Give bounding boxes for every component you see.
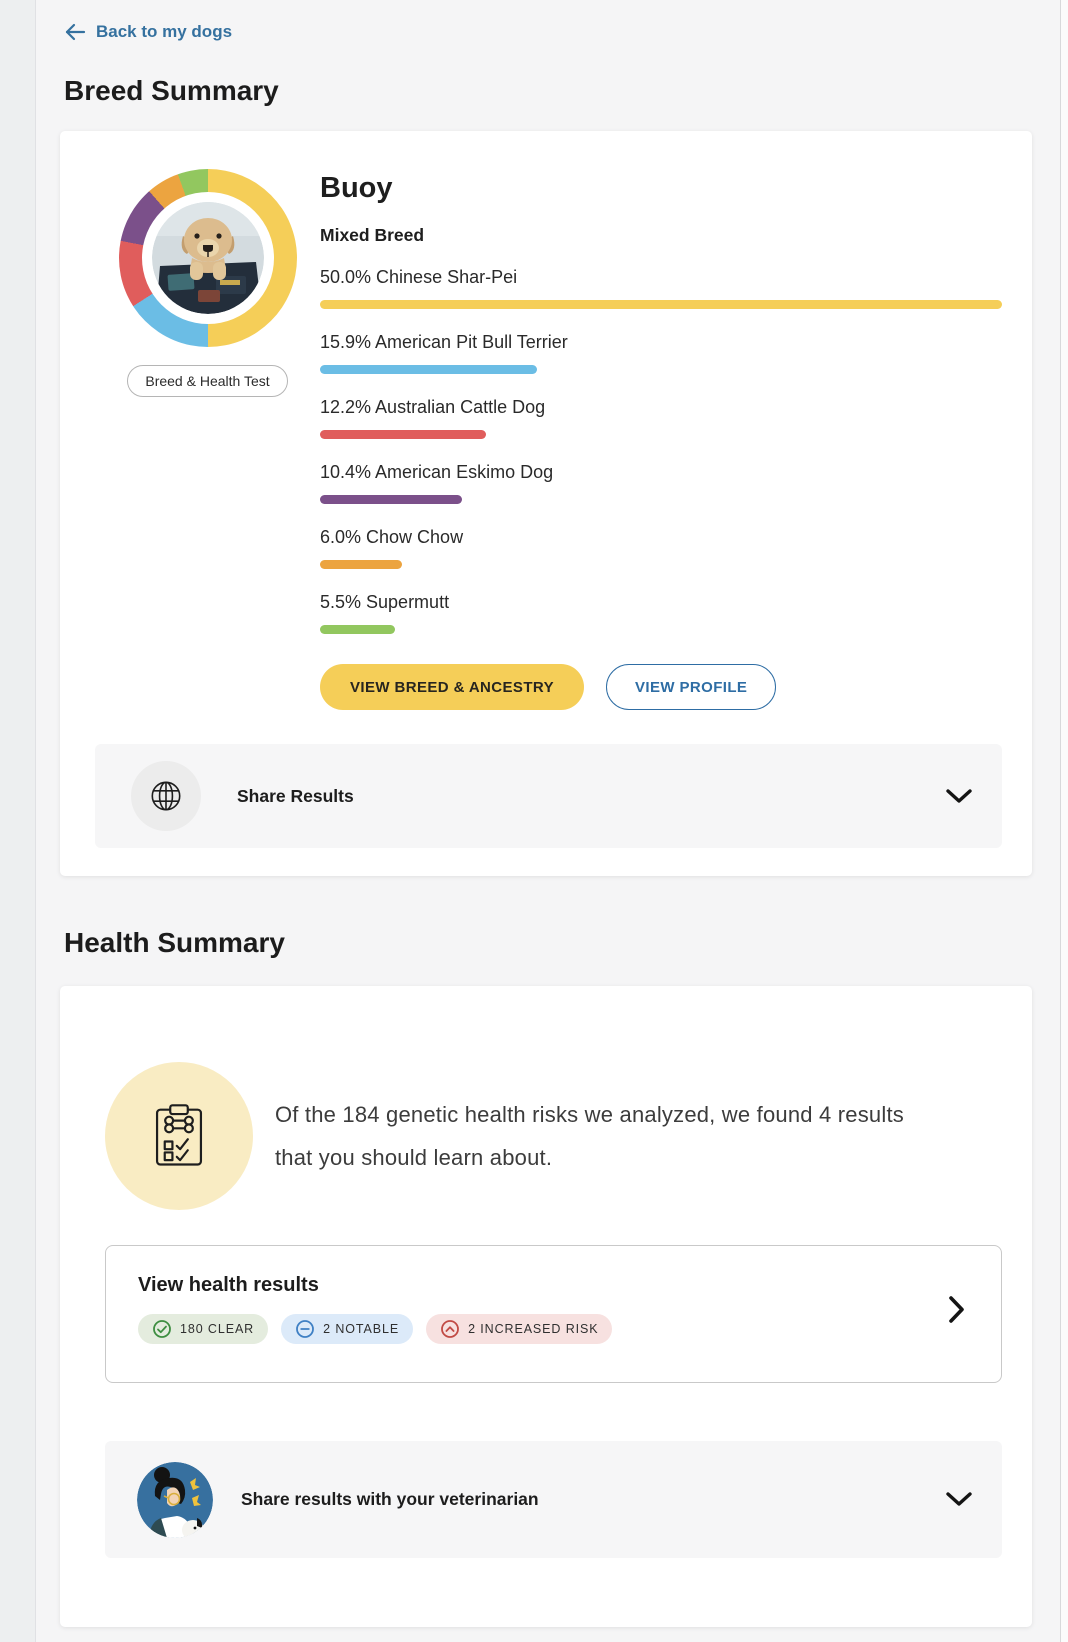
back-arrow-icon (65, 23, 86, 41)
breed-percentage-label: 6.0% Chow Chow (320, 527, 464, 547)
view-profile-button[interactable]: VIEW PROFILE (605, 664, 777, 710)
breed-percentage-label: 5.5% Supermutt (320, 592, 450, 612)
dog-photo (151, 202, 264, 314)
share-with-vet-row[interactable]: Share results with your veterinarian (105, 1441, 1002, 1558)
breed-bar (320, 495, 462, 504)
breed-type-label: Mixed Breed (320, 225, 425, 245)
check-circle-icon (153, 1320, 171, 1338)
chevron-down-icon (946, 1492, 972, 1506)
minus-circle-icon (296, 1320, 315, 1338)
breed-results-column: Buoy Mixed Breed 50.0% Chinese Shar-Pei 1… (320, 169, 1002, 710)
veterinarian-avatar (137, 1461, 213, 1538)
left-rail (0, 0, 36, 1642)
health-badge: 2 INCREASED RISK (426, 1314, 613, 1344)
health-intro: Of the 184 genetic health risks we analy… (105, 1062, 1002, 1210)
health-summary-card: Of the 184 genetic health risks we analy… (60, 986, 1032, 1627)
view-breed-ancestry-button[interactable]: VIEW BREED & ANCESTRY (320, 664, 584, 710)
breed-bar (320, 300, 1002, 309)
health-badge: 2 NOTABLE (281, 1314, 414, 1344)
test-type-badge: Breed & Health Test (127, 365, 288, 397)
health-summary-description: Of the 184 genetic health risks we analy… (275, 1102, 904, 1170)
breed-item: 6.0% Chow Chow (320, 526, 1002, 569)
share-results-label: Share Results (237, 785, 354, 806)
globe-icon (131, 761, 201, 831)
back-link-label: Back to my dogs (96, 22, 233, 41)
view-health-results-title: View health results (138, 1274, 319, 1296)
breed-item: 12.2% Australian Cattle Dog (320, 396, 1002, 439)
breed-percentage-label: 15.9% American Pit Bull Terrier (320, 332, 568, 352)
breed-percentage-label: 50.0% Chinese Shar-Pei (320, 267, 518, 287)
breed-donut-chart (118, 169, 297, 347)
chevron-up-circle-icon (441, 1320, 459, 1338)
health-summary-title: Health Summary (64, 927, 285, 958)
back-link[interactable]: Back to my dogs (64, 22, 232, 42)
breed-bar (320, 560, 402, 569)
breed-item: 15.9% American Pit Bull Terrier (320, 331, 1002, 374)
breed-percentage-label: 12.2% Australian Cattle Dog (320, 397, 546, 417)
breed-summary-card: Breed & Health Test Buoy Mixed Breed 50.… (60, 131, 1032, 876)
dog-name: Buoy (320, 172, 393, 204)
breed-percentage-label: 10.4% American Eskimo Dog (320, 462, 554, 482)
breed-item: 10.4% American Eskimo Dog (320, 461, 1002, 504)
share-with-vet-label: Share results with your veterinarian (241, 1489, 539, 1509)
health-badge: 180 CLEAR (138, 1314, 269, 1344)
scrollbar-track[interactable] (1060, 0, 1068, 1642)
share-results-row[interactable]: Share Results (95, 744, 1002, 848)
view-health-results-card[interactable]: View health results 180 CLEAR 2 NOTABLE 2 … (105, 1245, 1002, 1383)
health-badges: 180 CLEAR 2 NOTABLE 2 INCREASED RISK (138, 1314, 613, 1344)
chevron-down-icon (946, 788, 972, 803)
breed-item: 5.5% Supermutt (320, 591, 1002, 634)
chevron-right-icon (949, 1295, 964, 1323)
breed-bar (320, 430, 487, 439)
breed-item: 50.0% Chinese Shar-Pei (320, 266, 1002, 309)
dog-avatar-column: Breed & Health Test (95, 169, 320, 710)
breed-summary-title: Breed Summary (64, 75, 279, 106)
breed-bar (320, 365, 537, 374)
breed-bar (320, 625, 396, 634)
main-content: Back to my dogs Breed Summary (60, 0, 1032, 1627)
health-checklist-icon (105, 1062, 253, 1210)
donut-hole (141, 192, 274, 324)
breed-list: 50.0% Chinese Shar-Pei 15.9% American Pit… (320, 266, 1002, 634)
